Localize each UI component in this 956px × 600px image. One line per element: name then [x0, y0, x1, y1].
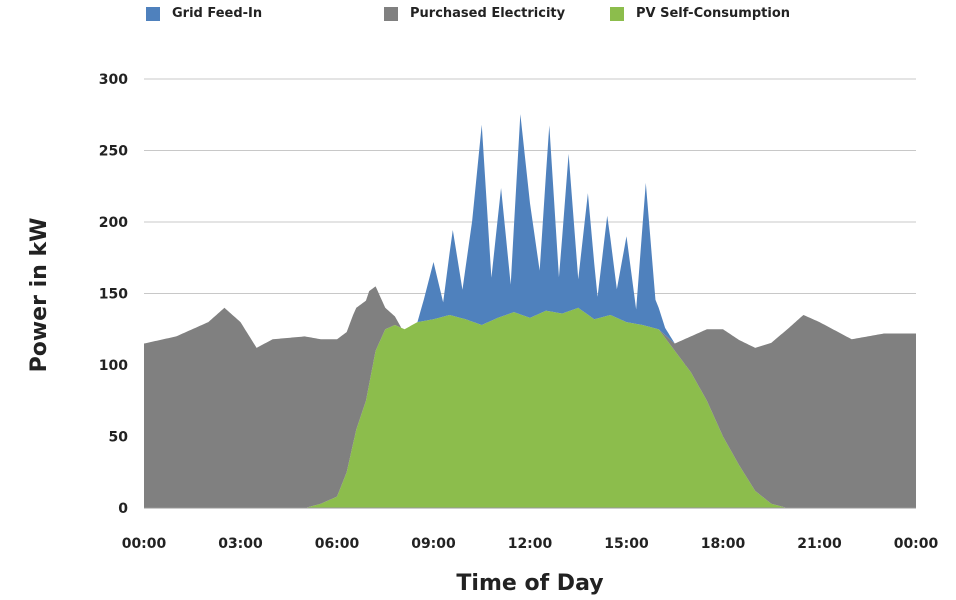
- legend-label-pv-self-consumption: PV Self-Consumption: [636, 6, 791, 21]
- area-grid-feed-in: [144, 114, 916, 348]
- x-axis-title: Time of Day: [456, 571, 603, 596]
- y-tick-label: 150: [99, 287, 128, 303]
- legend-label-purchased-electricity: Purchased Electricity: [410, 6, 566, 21]
- x-tick-label: 12:00: [508, 536, 553, 552]
- x-tick-label: 21:00: [797, 536, 842, 552]
- x-tick-label: 00:00: [122, 536, 167, 552]
- x-tick-label: 15:00: [604, 536, 649, 552]
- area-pv-self-consumption: [144, 307, 916, 508]
- x-tick-label: 06:00: [315, 536, 360, 552]
- y-axis-title: Power in kW: [27, 218, 52, 373]
- x-tick-label: 18:00: [701, 536, 746, 552]
- y-tick-label: 100: [99, 358, 128, 374]
- x-tick-label: 00:00: [894, 536, 939, 552]
- chart-legend: Grid Feed-In Purchased Electricity PV Se…: [146, 6, 790, 21]
- axes: 0 50 100 150 200 250 300 00:00 03:00 06:00 09:00 12…: [99, 72, 939, 552]
- legend-item-grid-feed-in: Grid Feed-In: [146, 6, 384, 21]
- y-tick-label: 50: [109, 430, 129, 446]
- y-tick-label: 300: [99, 72, 128, 88]
- legend-item-purchased-electricity: Purchased Electricity: [384, 6, 610, 21]
- y-tick-label: 0: [118, 501, 128, 517]
- legend-swatch-grid-feed-in: [146, 6, 160, 21]
- area-purchased-electricity: [144, 286, 916, 508]
- legend-swatch-purchased-electricity: [384, 6, 398, 21]
- x-tick-label: 09:00: [411, 536, 456, 552]
- legend-item-pv-self-consumption: PV Self-Consumption: [610, 6, 790, 21]
- y-tick-label: 250: [99, 144, 128, 160]
- legend-swatch-pv-self-consumption: [610, 6, 624, 21]
- y-tick-label: 200: [99, 215, 128, 231]
- legend-label-grid-feed-in: Grid Feed-In: [172, 6, 263, 21]
- stacked-areas: [144, 114, 916, 508]
- x-tick-label: 03:00: [218, 536, 263, 552]
